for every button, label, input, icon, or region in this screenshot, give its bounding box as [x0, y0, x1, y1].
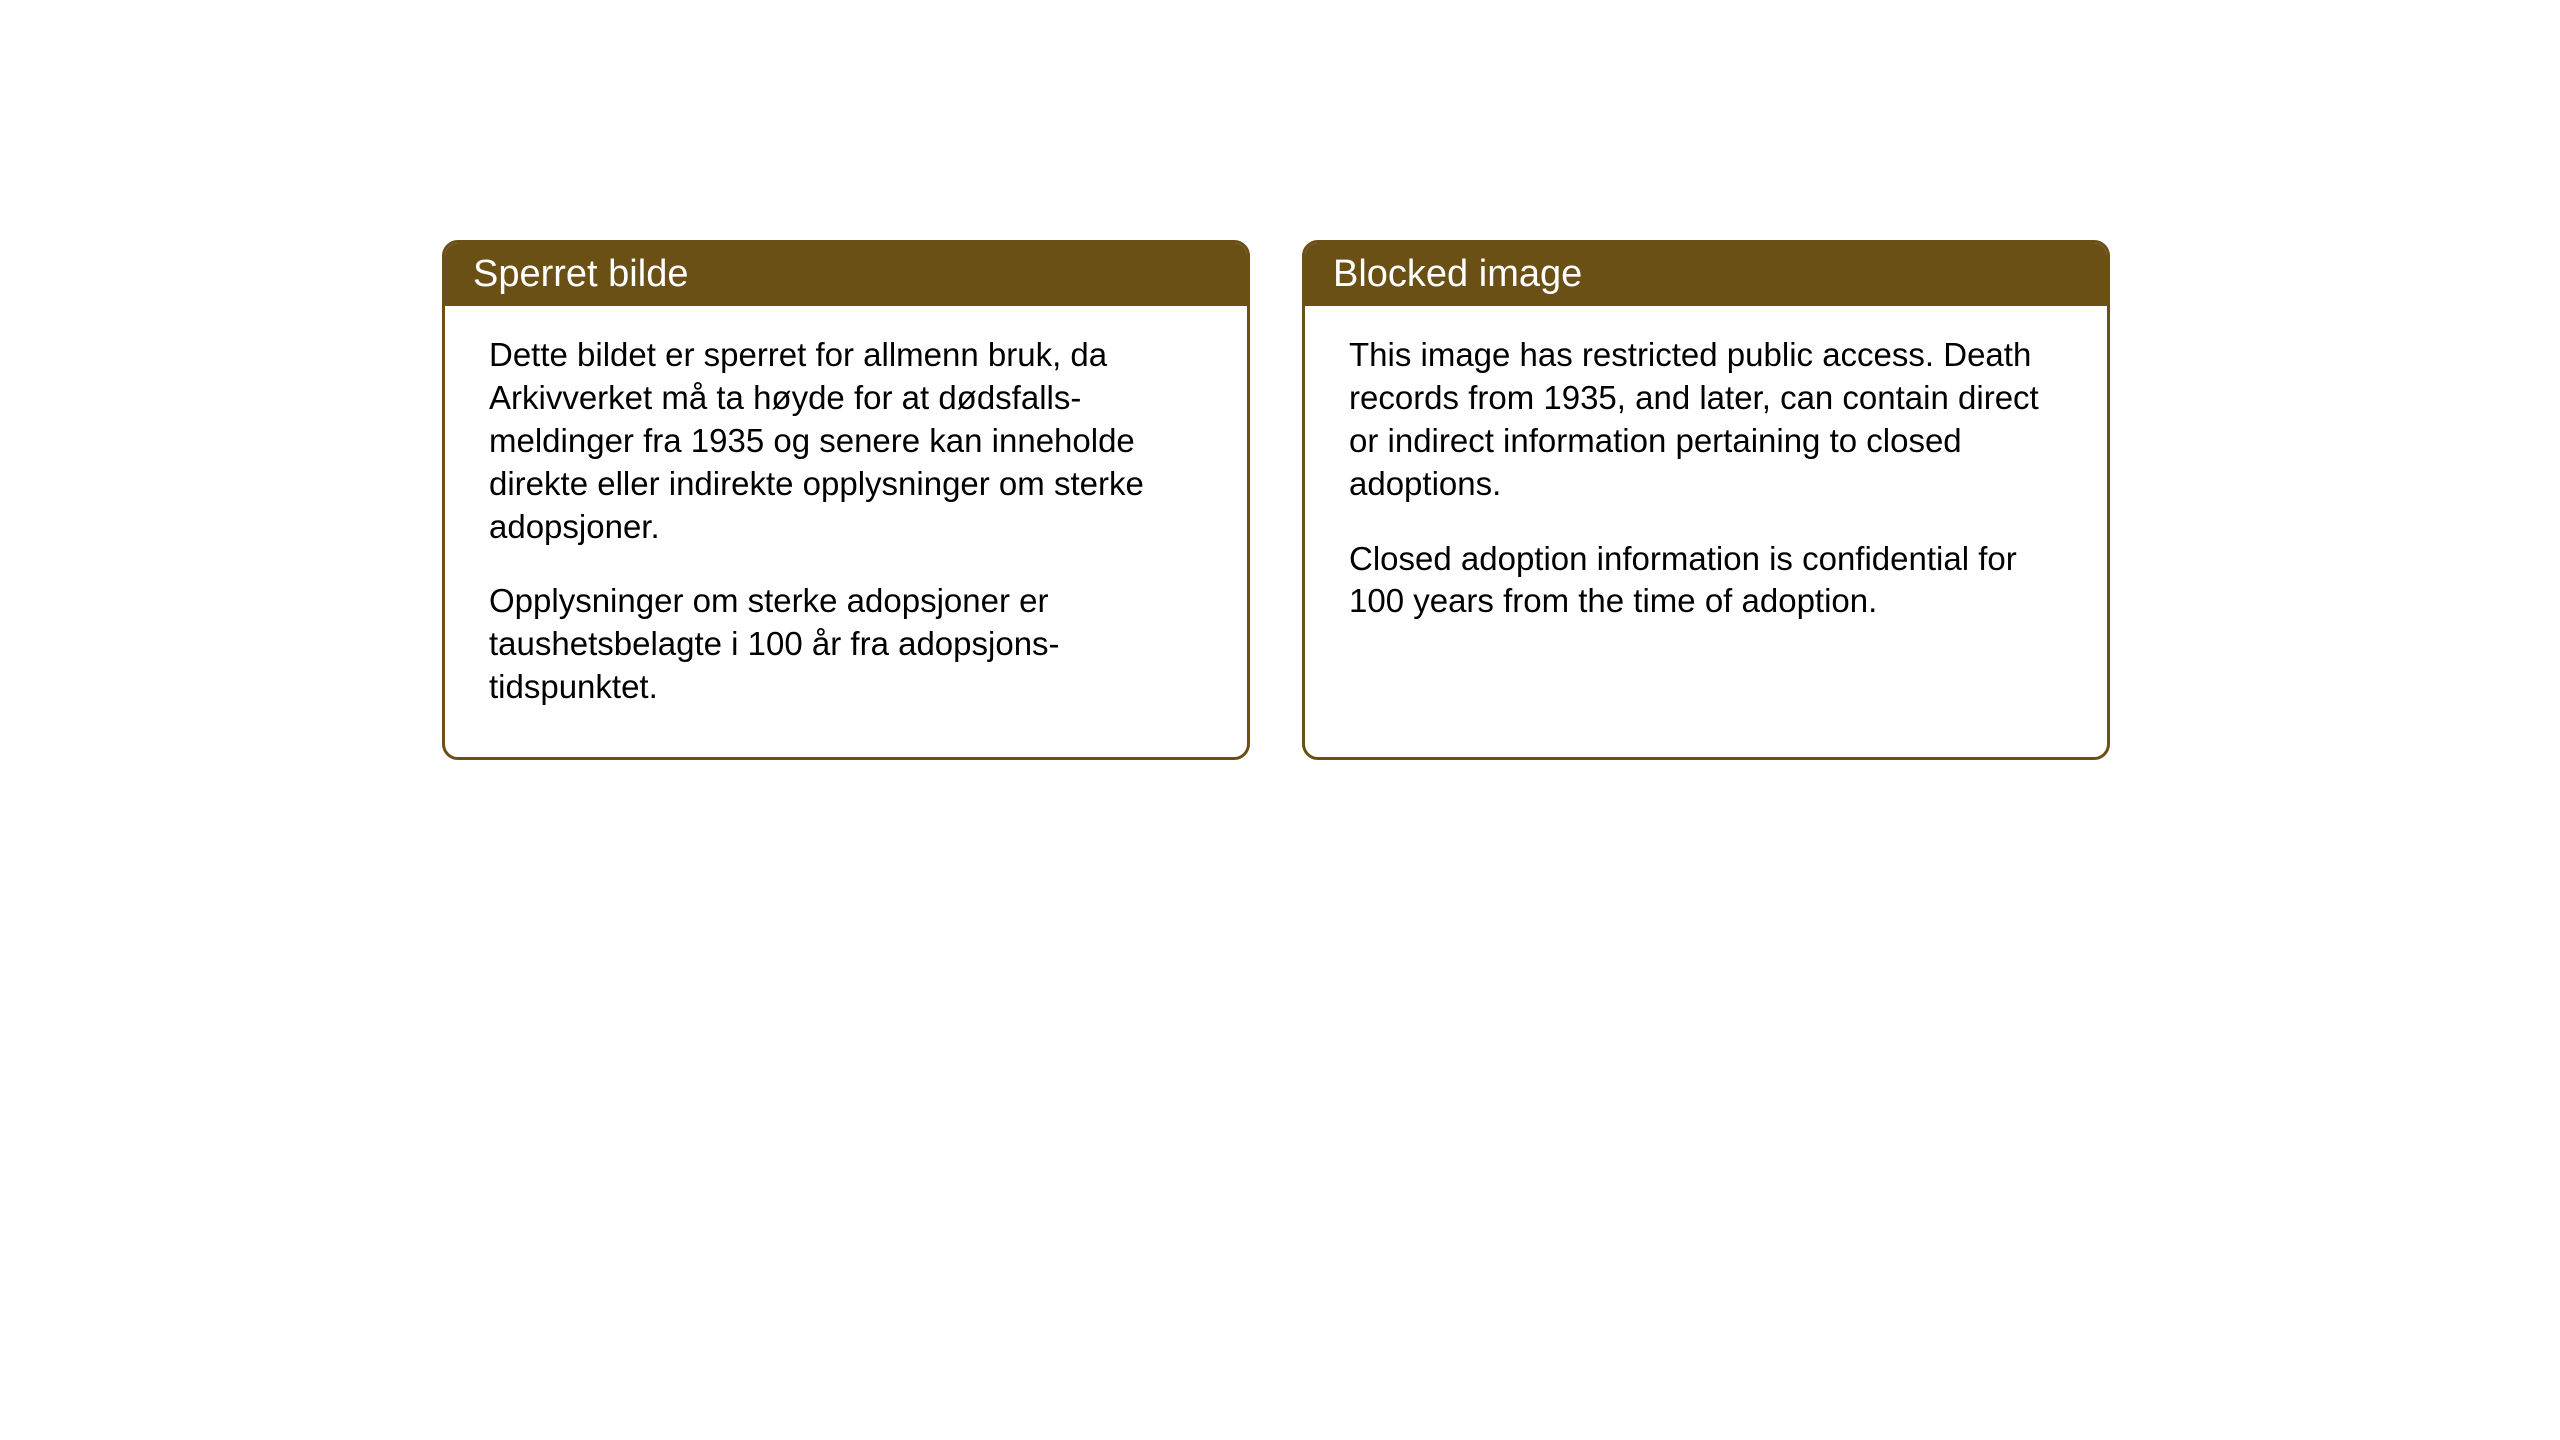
notice-container: Sperret bilde Dette bildet er sperret fo…	[442, 240, 2110, 760]
card-paragraph-2-english: Closed adoption information is confident…	[1349, 538, 2063, 624]
card-body-norwegian: Dette bildet er sperret for allmenn bruk…	[445, 306, 1247, 757]
notice-card-english: Blocked image This image has restricted …	[1302, 240, 2110, 760]
card-title-english: Blocked image	[1333, 253, 1582, 295]
card-title-norwegian: Sperret bilde	[473, 253, 688, 295]
card-header-english: Blocked image	[1305, 243, 2107, 306]
card-header-norwegian: Sperret bilde	[445, 243, 1247, 306]
notice-card-norwegian: Sperret bilde Dette bildet er sperret fo…	[442, 240, 1250, 760]
card-paragraph-1-norwegian: Dette bildet er sperret for allmenn bruk…	[489, 334, 1203, 548]
card-paragraph-1-english: This image has restricted public access.…	[1349, 334, 2063, 506]
card-body-english: This image has restricted public access.…	[1305, 306, 2107, 671]
card-paragraph-2-norwegian: Opplysninger om sterke adopsjoner er tau…	[489, 580, 1203, 709]
